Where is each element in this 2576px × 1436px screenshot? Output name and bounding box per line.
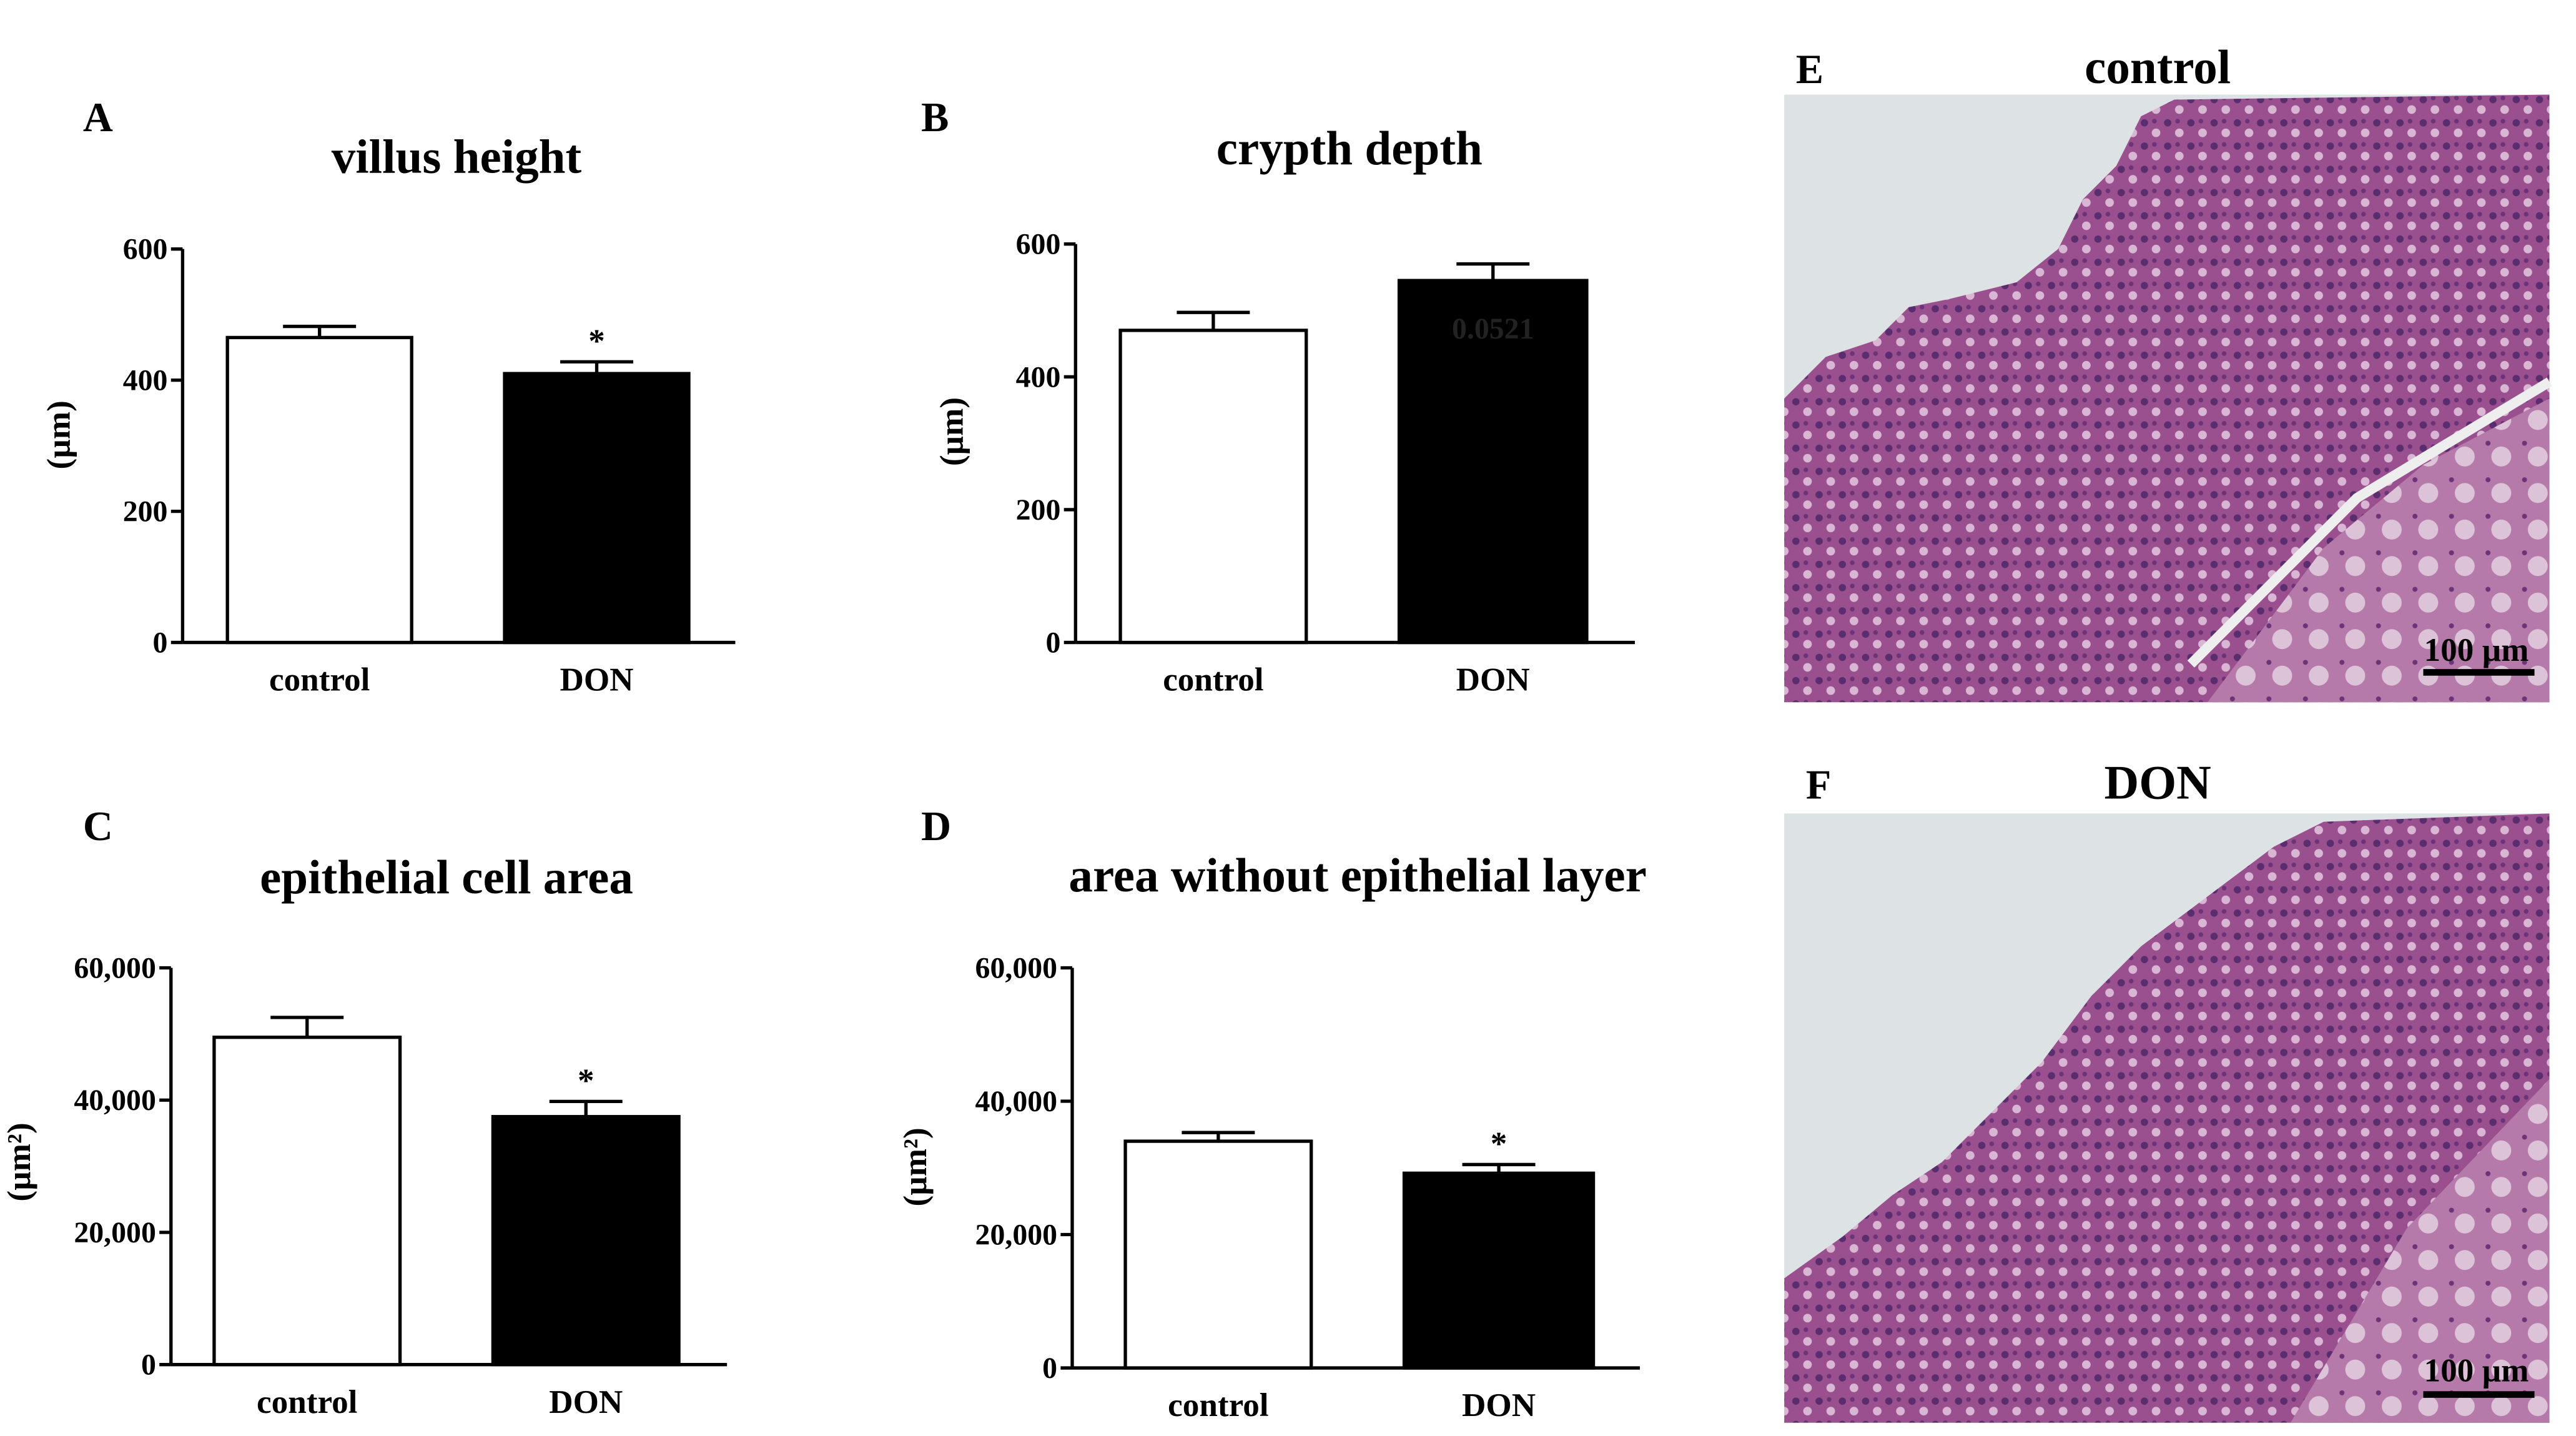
y-axis-label: (µm): [41, 400, 77, 469]
x-tick-label: control: [257, 1384, 357, 1420]
y-tick-label: 0: [141, 1349, 156, 1382]
y-tick-label: 200: [1016, 493, 1061, 527]
x-tick-label: DON: [560, 662, 633, 698]
x-tick-label: control: [1168, 1387, 1268, 1424]
panel-label: D: [921, 804, 951, 849]
chart-title: crypth depth: [1216, 121, 1483, 175]
y-tick-label: 40,000: [975, 1085, 1058, 1118]
y-tick-label: 400: [1016, 360, 1061, 394]
y-tick-label: 600: [123, 233, 168, 266]
x-tick-label: DON: [1456, 662, 1530, 698]
y-axis-label: (µm²): [897, 1127, 934, 1206]
y-tick-label: 200: [123, 495, 168, 528]
y-axis-label: (µm²): [1, 1122, 37, 1201]
y-tick-label: 400: [123, 364, 168, 397]
x-tick-label: DON: [549, 1384, 623, 1420]
y-tick-label: 60,000: [74, 951, 156, 984]
bar: [1397, 279, 1589, 645]
micrograph: [1784, 813, 2550, 1423]
bar: [503, 372, 691, 645]
y-tick-label: 60,000: [975, 951, 1058, 984]
y-tick-label: 20,000: [74, 1216, 156, 1249]
bar: [225, 335, 413, 645]
scale-bar-label: 100 µm: [2424, 632, 2529, 668]
y-tick-label: 0: [1045, 626, 1060, 660]
panel-label: B: [921, 95, 949, 141]
significance-mark: *: [588, 323, 605, 359]
chart-title: area without epithelial layer: [1068, 848, 1646, 902]
chart-title: villus height: [332, 129, 582, 183]
bar: [1123, 1139, 1313, 1370]
significance-mark: *: [1491, 1126, 1508, 1162]
scale-bar-label: 100 µm: [2424, 1352, 2529, 1389]
bar: [1118, 329, 1308, 645]
bar: [1402, 1171, 1596, 1370]
significance-mark: *: [578, 1062, 595, 1099]
y-tick-label: 20,000: [975, 1218, 1058, 1251]
bar: [212, 1036, 402, 1367]
y-tick-label: 0: [153, 626, 168, 660]
panel-label: F: [1806, 762, 1832, 808]
y-tick-label: 600: [1016, 228, 1061, 261]
x-tick-label: DON: [1462, 1387, 1536, 1424]
micrograph: [1784, 94, 2552, 703]
image-title: DON: [2105, 755, 2211, 809]
x-tick-label: control: [269, 662, 370, 698]
annotation: 0.0521: [1452, 312, 1534, 345]
chart-title: epithelial cell area: [260, 850, 633, 904]
y-tick-label: 0: [1042, 1352, 1057, 1385]
x-tick-label: control: [1163, 662, 1263, 698]
image-title: control: [2085, 40, 2231, 94]
panel-label: E: [1796, 47, 1823, 92]
y-tick-label: 40,000: [74, 1084, 156, 1117]
bar: [491, 1115, 681, 1367]
panel-label: C: [83, 804, 113, 849]
y-axis-label: (µm): [934, 397, 970, 466]
panel-label: A: [83, 95, 113, 141]
